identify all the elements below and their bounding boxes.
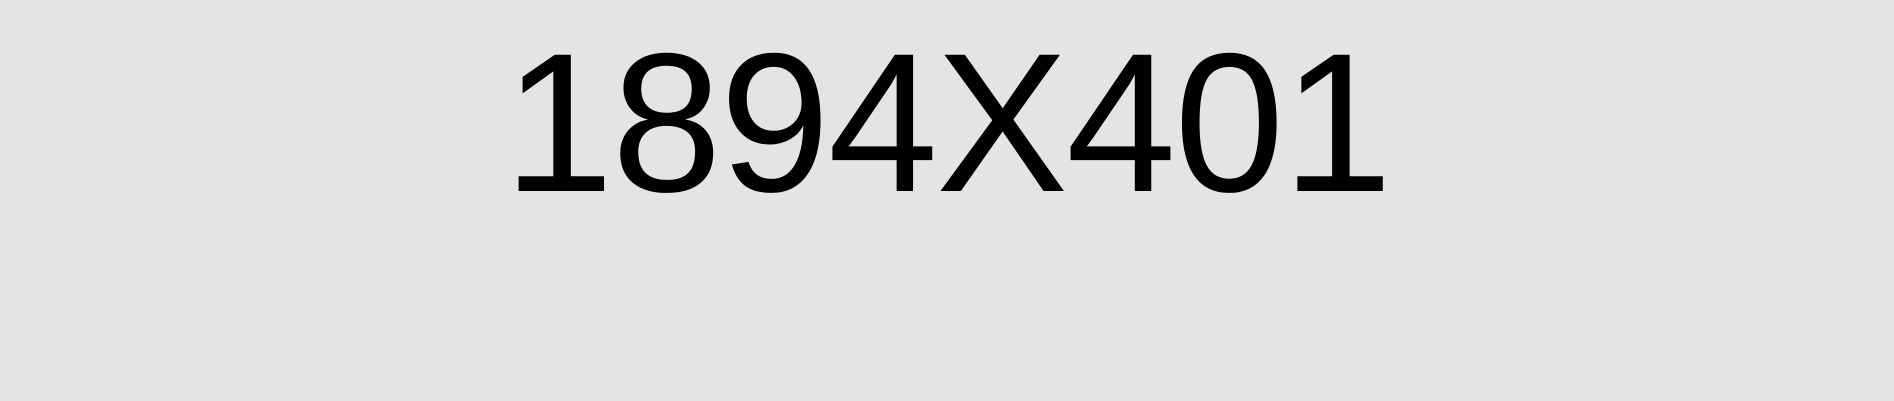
dimension-label: 1894X401 bbox=[503, 12, 1393, 233]
